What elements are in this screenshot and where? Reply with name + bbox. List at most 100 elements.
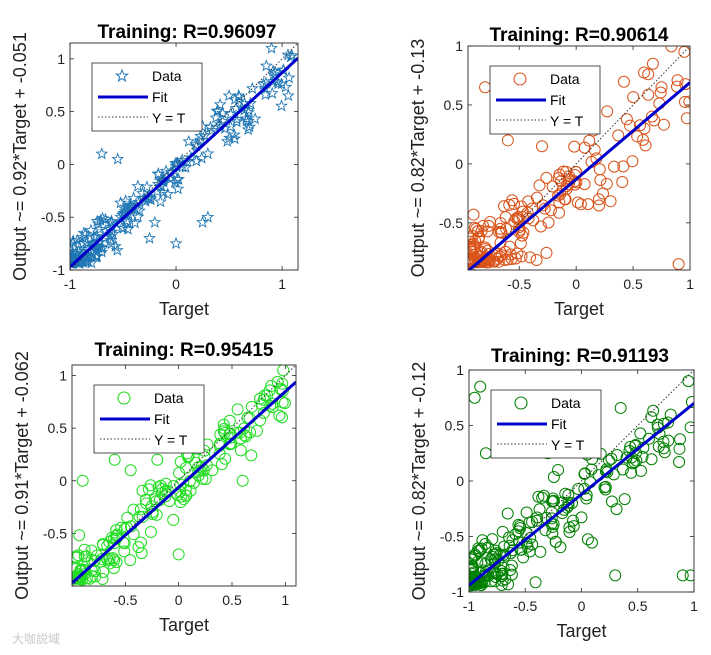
data-point [179, 483, 192, 496]
data-point [177, 493, 190, 506]
x-tick-label: 0 [578, 598, 586, 614]
data-point [468, 242, 477, 255]
data-point [533, 179, 546, 192]
data-point [168, 156, 182, 170]
data-point [683, 95, 690, 108]
data-point [657, 118, 670, 131]
data-point [489, 571, 502, 584]
data-point [72, 570, 85, 583]
y-tick-label: 0.5 [445, 418, 465, 434]
data-point [540, 246, 553, 259]
data-point [578, 178, 591, 191]
data-point [498, 540, 511, 553]
data-point [195, 460, 208, 473]
data-point [111, 152, 125, 165]
data-point [131, 179, 145, 192]
data-point [534, 220, 547, 233]
data-point [517, 551, 530, 564]
data-point [608, 160, 621, 173]
data-point [578, 467, 591, 480]
data-point [468, 235, 477, 248]
x-tick-label: 0 [175, 592, 183, 608]
data-point [236, 474, 249, 487]
y-tick-label: 0 [57, 156, 65, 172]
legend-marker-data [514, 396, 528, 410]
chart-title: Training: R=0.90614 [490, 25, 669, 46]
x-tick-label: -0.5 [507, 276, 531, 292]
data-point [105, 531, 118, 544]
axes-box [467, 45, 691, 271]
data-point [277, 365, 290, 377]
legend-label-identity: Y = T [551, 437, 585, 453]
legend-label-identity: Y = T [154, 432, 188, 448]
data-point [496, 525, 509, 538]
data-point [275, 99, 288, 112]
data-point [645, 110, 658, 123]
data-point [167, 513, 180, 526]
panel-training-star: Training: R=0.96097 -1 0 1 -1 -0.5 0 0.5 1 Target… [10, 22, 299, 319]
data-point [84, 256, 98, 269]
data-point [72, 551, 83, 564]
y-tick-label: -0.5 [440, 529, 464, 545]
data-point [521, 540, 534, 553]
x-tick-label: 1 [690, 598, 698, 614]
legend-label-identity: Y = T [152, 110, 186, 126]
y-tick-label: 0.5 [46, 104, 66, 120]
data-point [647, 404, 660, 417]
data-point [194, 133, 208, 146]
data-point [95, 147, 109, 160]
data-point [229, 101, 243, 114]
data-point [110, 243, 124, 256]
data-point [118, 545, 131, 558]
chart-title: Training: R=0.96097 [98, 22, 277, 43]
data-point [232, 90, 246, 103]
y-tick-label: 0.5 [48, 420, 68, 436]
data-point [639, 139, 652, 152]
data-point [222, 89, 236, 102]
data-point [512, 525, 525, 538]
data-point [144, 526, 157, 539]
data-point [469, 553, 478, 566]
data-point [245, 400, 258, 413]
x-tick-label: -0.5 [113, 592, 137, 608]
data-point [469, 579, 478, 592]
data-point [552, 463, 565, 476]
data-point [276, 384, 289, 397]
data-point [500, 222, 513, 235]
data-point [78, 550, 91, 563]
data-point [620, 451, 633, 464]
data-point [510, 212, 523, 225]
data-point [504, 547, 517, 560]
x-tick-label: 1 [278, 276, 286, 292]
data-point [684, 569, 694, 582]
data-point [228, 132, 242, 145]
data-point [627, 91, 640, 104]
data-point [476, 576, 489, 589]
data-point [529, 576, 542, 589]
data-point [70, 233, 84, 246]
data-point [70, 237, 77, 250]
data-point [223, 414, 236, 427]
data-point [88, 231, 102, 244]
data-point [179, 461, 192, 474]
fit-line [70, 56, 298, 269]
data-point [475, 225, 488, 238]
data-point [513, 520, 526, 533]
data-point [176, 160, 189, 173]
y-tick-label: -0.5 [43, 525, 67, 541]
data-point [175, 490, 188, 503]
data-point [90, 229, 103, 242]
y-tick-label: 1 [455, 38, 463, 54]
data-point [474, 380, 487, 393]
data-point [676, 569, 689, 582]
data-point [657, 442, 670, 455]
data-point [540, 171, 553, 184]
x-tick-label: 0.5 [623, 276, 643, 292]
data-point [536, 140, 548, 153]
data-point [534, 545, 547, 558]
data-point [281, 48, 295, 61]
data-point [468, 254, 477, 267]
data-point [545, 512, 558, 525]
data-point [616, 176, 629, 189]
data-point [240, 113, 254, 127]
